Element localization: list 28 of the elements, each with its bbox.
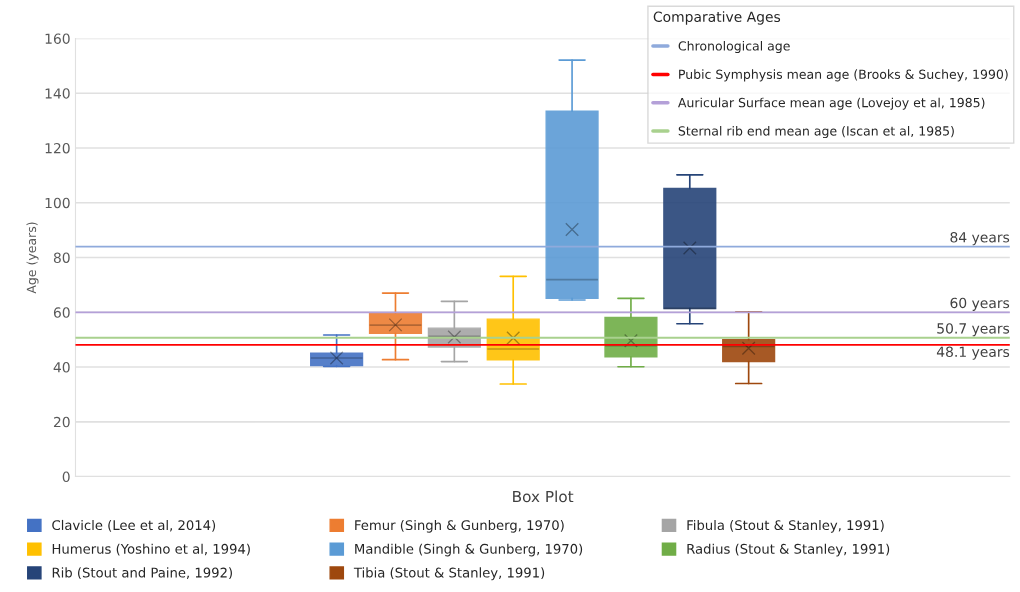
legend-label: Fibula (Stout & Stanley, 1991) (687, 519, 884, 533)
y-tick-label: 140 (45, 88, 70, 99)
y-tick-label: 80 (53, 252, 70, 263)
y-axis-title: Age (years) (26, 222, 39, 294)
legend-label: Mandible (Singh & Gunberg, 1970) (355, 543, 583, 557)
legend-label: Sternal rib end mean age (Iscan et al, 1985) (678, 125, 954, 139)
annotation: 50.7 years (937, 323, 1010, 337)
legend-label: Clavicle (Lee et al, 2014) (52, 519, 216, 532)
legend-title: Comparative Ages (653, 11, 781, 25)
y-tick-label: 20 (53, 416, 70, 428)
legend-label: Chronological age (678, 40, 790, 54)
legend-label: Auricular Surface mean age (Lovejoy et al, 1985) (678, 97, 985, 110)
legend-label: Rib (Stout and Paine, 1992) (52, 567, 232, 580)
y-tick-label: 60 (53, 307, 70, 318)
y-tick-label: 120 (45, 142, 70, 154)
y-tick-label: 100 (45, 197, 70, 209)
x-tick-label: Box Plot (513, 490, 574, 503)
legend-label: Humerus (Yoshino et al, 1994) (52, 543, 250, 556)
annotation: 60 years (950, 297, 1010, 311)
y-tick-label: 160 (45, 33, 70, 44)
annotation: 84 years (950, 231, 1010, 246)
y-tick-label: 0 (62, 471, 70, 483)
legend-label: Radius (Stout & Stanley, 1991) (687, 543, 890, 557)
legend-label: Femur (Singh & Gunberg, 1970) (355, 519, 564, 533)
y-tick-label: 40 (53, 362, 70, 373)
annotation: 48.1 years (936, 346, 1010, 360)
legend-label: Pubic Symphysis mean age (Brooks & Suchey, 1990) (679, 69, 1008, 82)
legend-label: Tibia (Stout & Stanley, 1991) (353, 567, 545, 581)
